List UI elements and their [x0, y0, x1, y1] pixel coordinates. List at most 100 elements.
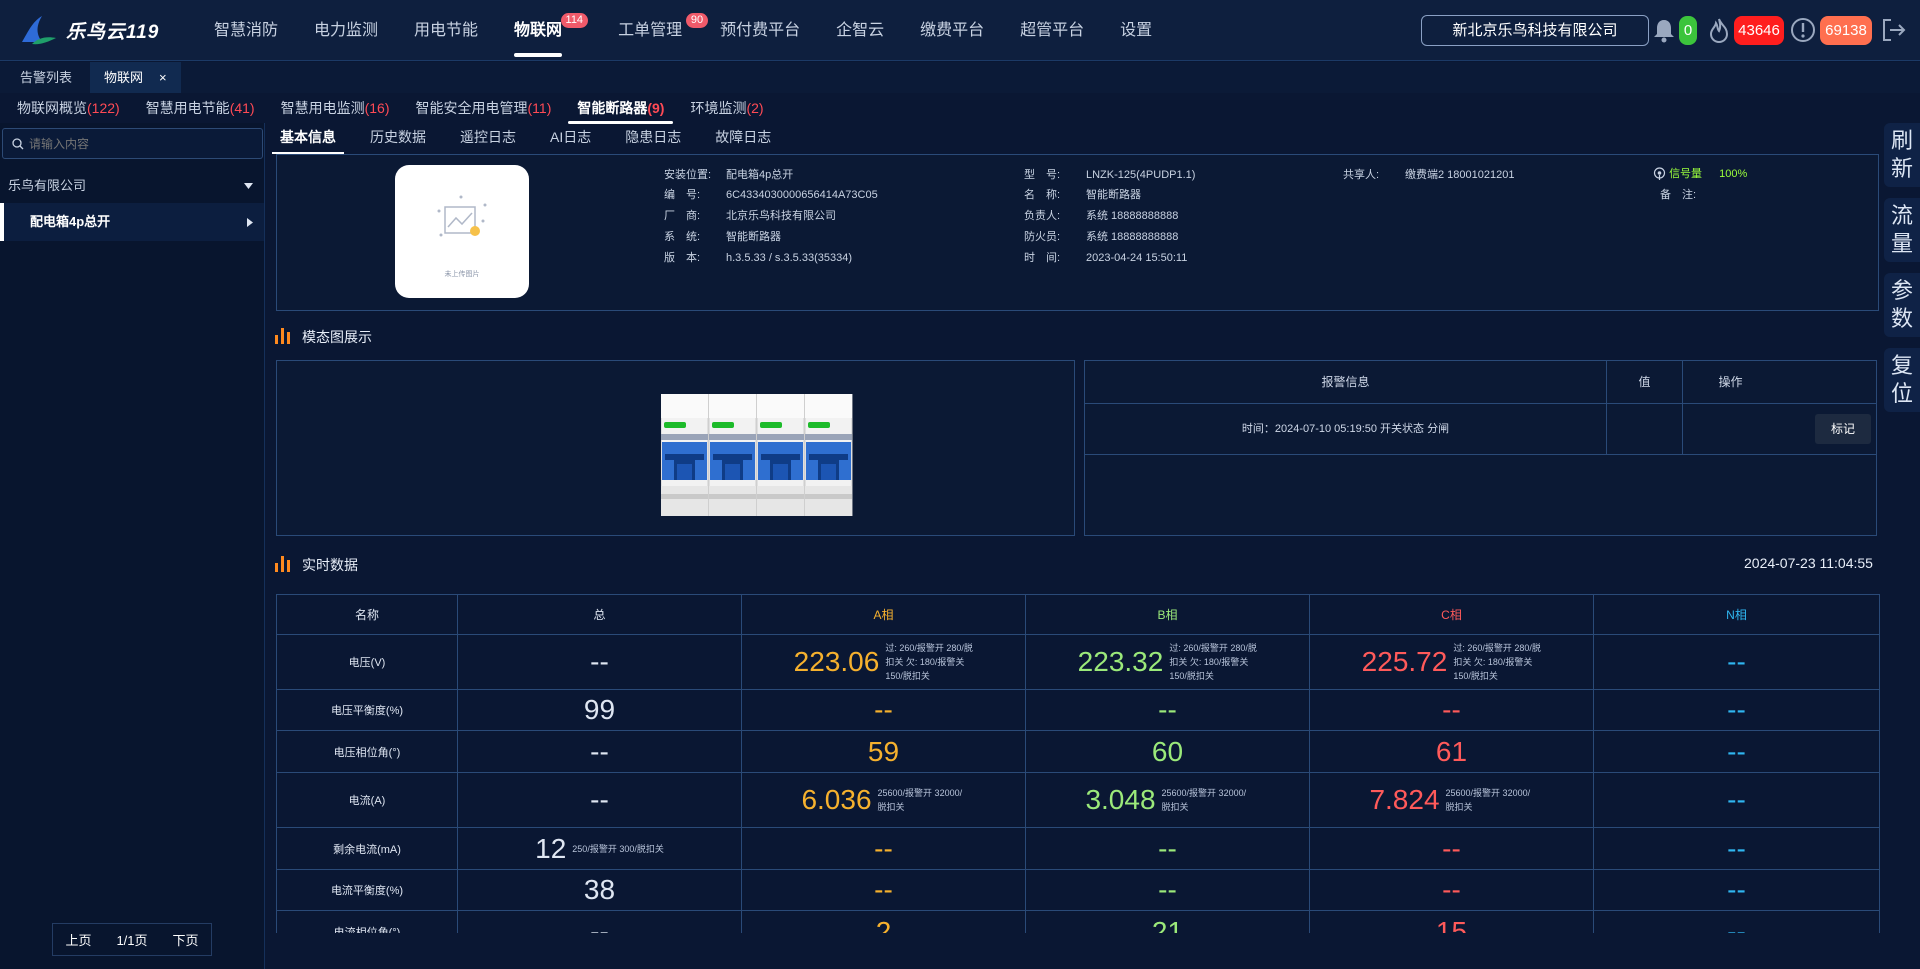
signal-label: 信号量 [1669, 168, 1703, 180]
phase-b-cell: 3.048 25600/报警开 32000/脱扣关 [1025, 772, 1310, 828]
main-nav: 智慧消防 电力监测 用电节能 物联网 114 工单管理 90 预付费平台 企智云 缴… [196, 0, 1170, 61]
info-value: 配电箱4p总开 [726, 169, 794, 181]
close-icon[interactable]: × [159, 70, 167, 85]
phase-c-value: 7.824 [1369, 784, 1440, 815]
cat-tab-count: (9) [647, 100, 665, 116]
info-value: 6C4334030000656414A73C05 [726, 189, 878, 201]
fire-icon[interactable] [1705, 16, 1733, 44]
caret-right-icon [247, 218, 253, 227]
alarm-info-table: 报警信息 值 操作 时间：2024-07-10 05:19:50 开关状态 分闸… [1084, 360, 1877, 536]
nav-item-settings[interactable]: 设置 [1120, 0, 1152, 61]
phase-b-value: 60 [1025, 730, 1310, 773]
phase-b-value: -- [1025, 689, 1310, 731]
info-manufacturer: 厂 商: 北京乐鸟科技有限公司 [664, 207, 836, 223]
tab-remote-log[interactable]: 遥控日志 [460, 129, 516, 145]
category-tabs: 物联网概览(122) 智慧用电节能(41) 智慧用电监测(16) 智能安全用电管… [0, 94, 1920, 124]
tab-basic-info[interactable]: 基本信息 [268, 123, 348, 154]
alarm-table-header: 报警信息 值 操作 [1085, 361, 1876, 404]
phase-a-value: -- [741, 689, 1026, 731]
realtime-table: 名称 总 A相 B相 C相 N相 电压(V) -- 223.06 过: 260/报… [276, 594, 1880, 933]
nav-item-prepaid[interactable]: 预付费平台 [720, 0, 800, 61]
nav-item-enterprise-cloud[interactable]: 企智云 [836, 0, 884, 61]
total-value: 12 [535, 832, 567, 864]
phase-n-value: -- [1593, 869, 1880, 911]
tree-node-org[interactable]: 乐鸟有限公司 [0, 171, 264, 201]
cat-tab-count: (2) [746, 100, 764, 116]
tab-history[interactable]: 历史数据 [370, 129, 426, 145]
nav-item-energy[interactable]: 用电节能 [414, 0, 478, 61]
phase-n-value: -- [1593, 772, 1880, 828]
info-key: 时 间: [1024, 252, 1061, 264]
mark-button[interactable]: 标记 [1815, 414, 1871, 444]
alarm-info-cell: 时间：2024-07-10 05:19:50 开关状态 分闸 [1085, 404, 1607, 454]
params-button[interactable]: 参数 [1884, 273, 1920, 337]
info-system: 系 统: 智能断路器 [664, 228, 781, 244]
device-image-placeholder[interactable]: 未上传图片 [395, 165, 529, 298]
phase-a-value: -- [741, 827, 1026, 870]
nav-item-power-monitor[interactable]: 电力监测 [314, 0, 378, 61]
phase-b-value: 21 [1025, 910, 1310, 933]
info-fire-officer: 防火员: 系统 18888888888 [1024, 228, 1178, 244]
limit-text: 25600/报警开 32000/脱扣关 [877, 788, 963, 812]
phase-c-value: -- [1309, 869, 1594, 911]
info-key: 名 称: [1024, 189, 1061, 201]
search-box[interactable] [2, 128, 263, 159]
nav-item-workorder[interactable]: 工单管理 90 [618, 0, 709, 61]
detail-tabs: 基本信息 历史数据 遥控日志 AI日志 隐患日志 故障日志 [268, 123, 783, 154]
total-value: 99 [457, 689, 742, 731]
cat-tab-monitor[interactable]: 智慧用电监测(16) [272, 94, 399, 122]
cat-tab-environment[interactable]: 环境监测(2) [681, 94, 772, 122]
phase-c-value: -- [1309, 689, 1594, 731]
phase-b-cell: 223.32 过: 260/报警开 280/脱扣关 欠: 180/报警关 150/… [1025, 634, 1310, 690]
phase-c-value: -- [1309, 827, 1594, 870]
col-header-name: 名称 [276, 594, 458, 635]
reset-button[interactable]: 复位 [1884, 348, 1920, 412]
cat-tab-overview[interactable]: 物联网概览(122) [8, 94, 129, 122]
search-input[interactable] [29, 129, 259, 158]
realtime-section-title: 实时数据 [302, 557, 358, 573]
next-page-button[interactable]: 下页 [172, 933, 199, 948]
logo[interactable]: 乐鸟云119 [0, 12, 196, 48]
tab-fault-log[interactable]: 故障日志 [715, 129, 772, 145]
row-label: 电压平衡度(%) [276, 689, 458, 731]
phase-b-value: 3.048 [1085, 784, 1156, 815]
prev-page-button[interactable]: 上页 [65, 933, 92, 948]
tree-node-device[interactable]: 配电箱4p总开 [0, 203, 264, 241]
row-label: 电压(V) [276, 634, 458, 690]
nav-item-admin[interactable]: 超管平台 [1020, 0, 1084, 61]
phase-c-cell: 7.824 25600/报警开 32000/脱扣关 [1309, 772, 1594, 828]
nav-item-fire[interactable]: 智慧消防 [214, 0, 278, 61]
info-remark: 备 注: [1660, 189, 1697, 201]
tab-ai-log[interactable]: AI日志 [550, 129, 592, 145]
page-tab-iot[interactable]: 物联网 × [90, 62, 181, 93]
info-key: 负责人: [1024, 210, 1061, 222]
page-tabs: 告警列表 物联网 × [0, 62, 1920, 93]
cat-tab-breaker[interactable]: 智能断路器(9) [568, 94, 674, 124]
logout-icon[interactable] [1880, 16, 1908, 44]
top-bar: 乐鸟云119 智慧消防 电力监测 用电节能 物联网 114 工单管理 90 预付费平… [0, 0, 1920, 61]
company-selector[interactable]: 新北京乐鸟科技有限公司 [1421, 15, 1649, 46]
cat-tab-energy[interactable]: 智慧用电节能(41) [137, 94, 264, 122]
phase-n-value: -- [1593, 827, 1880, 870]
tab-hazard-log[interactable]: 隐患日志 [625, 129, 682, 145]
limit-text: 250/报警开 300/脱扣关 [572, 843, 664, 854]
info-value: 北京乐鸟科技有限公司 [726, 210, 836, 222]
phase-a-value: -- [741, 869, 1026, 911]
info-key: 系 统: [664, 231, 701, 243]
limit-text: 25600/报警开 32000/脱扣关 [1445, 788, 1531, 812]
bell-icon[interactable] [1650, 16, 1678, 44]
cat-tab-safety[interactable]: 智能安全用电管理(11) [407, 94, 561, 122]
image-placeholder-icon [437, 195, 487, 237]
nav-item-payment[interactable]: 缴费平台 [920, 0, 984, 61]
alert-icon[interactable] [1789, 16, 1817, 44]
refresh-button[interactable]: 刷新 [1884, 123, 1920, 187]
page-tab-label: 物联网 [104, 70, 144, 85]
traffic-button[interactable]: 流量 [1884, 198, 1920, 262]
bar-chart-icon [275, 556, 290, 572]
nav-item-iot[interactable]: 物联网 114 [514, 0, 589, 61]
realtime-table-viewport[interactable]: 名称 总 A相 B相 C相 N相 电压(V) -- 223.06 过: 260/报… [268, 594, 1882, 933]
table-row: 电流平衡度(%) 38 -- -- -- -- [276, 869, 1880, 911]
page-tab-alarm-list[interactable]: 告警列表 [20, 70, 73, 85]
nav-label: 电力监测 [314, 21, 379, 39]
info-owner: 负责人: 系统 18888888888 [1024, 207, 1178, 223]
